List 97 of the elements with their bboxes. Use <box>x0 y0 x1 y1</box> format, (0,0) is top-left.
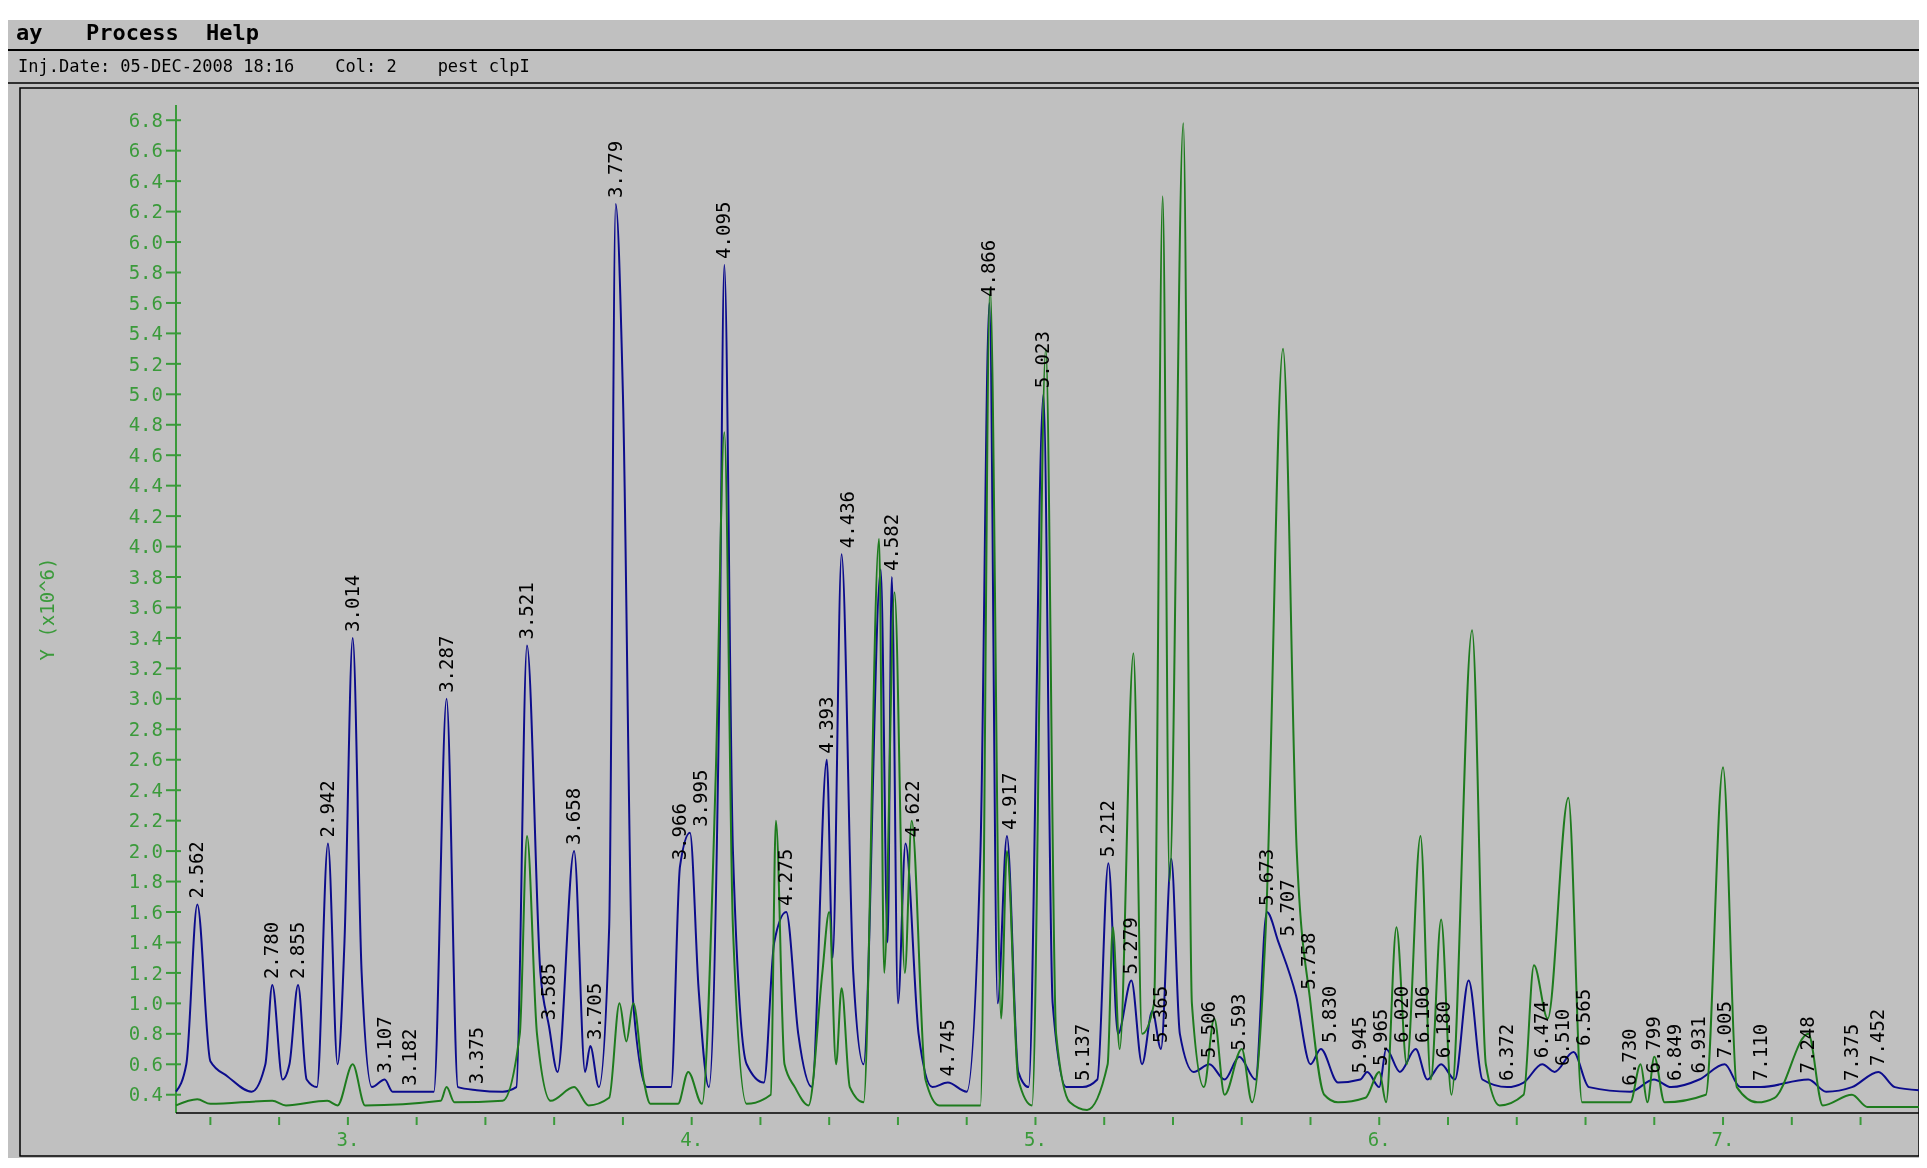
annotation: 3.585 <box>537 963 560 1021</box>
annotation: 6.474 <box>1530 1001 1553 1059</box>
annotation: 4.095 <box>712 201 735 259</box>
annotation: 7.248 <box>1796 1016 1819 1074</box>
annotation: 6.849 <box>1662 1023 1685 1082</box>
annotation: 6.020 <box>1390 985 1413 1044</box>
text: Help <box>206 20 259 45</box>
annotation: 4.275 <box>774 848 797 907</box>
y-tick-label: 2.6 <box>128 748 163 771</box>
y-tick-label: 1.2 <box>128 961 163 984</box>
y-axis-title: Y (x10^6) <box>36 557 58 661</box>
annotation: 7.375 <box>1839 1023 1862 1082</box>
annotation: 6.799 <box>1641 1016 1664 1074</box>
annotation: 3.107 <box>372 1016 395 1074</box>
annotation: 7.110 <box>1748 1023 1771 1082</box>
annotation: 4.745 <box>935 1019 958 1077</box>
x-tick-label: 5. <box>1024 1128 1047 1151</box>
annotation: 7.452 <box>1866 1008 1889 1066</box>
text: ay <box>16 20 43 45</box>
annotation: 3.658 <box>562 787 585 846</box>
y-tick-label: 2.0 <box>128 839 163 862</box>
y-tick-label: 5.4 <box>128 322 163 345</box>
y-tick-label: 1.4 <box>128 931 163 954</box>
annotation: 6.565 <box>1572 988 1595 1047</box>
annotation: 3.014 <box>340 574 363 632</box>
annotation: 4.866 <box>977 239 1000 297</box>
annotation: 4.393 <box>814 696 837 754</box>
y-tick-label: 1.6 <box>128 900 163 923</box>
y-tick-label: 0.8 <box>128 1022 163 1045</box>
y-tick-label: 3.0 <box>128 687 163 710</box>
annotation: 6.931 <box>1687 1016 1710 1074</box>
annotation: 5.673 <box>1254 848 1277 907</box>
annotation: 6.372 <box>1495 1023 1518 1082</box>
annotation: 4.917 <box>998 772 1021 830</box>
y-tick-label: 2.8 <box>128 717 163 740</box>
annotation: 4.436 <box>835 490 858 549</box>
y-tick-label: 2.2 <box>128 809 163 832</box>
y-tick-label: 4.2 <box>128 504 163 527</box>
annotation: 6.510 <box>1551 1008 1574 1066</box>
y-tick-label: 6.6 <box>128 139 163 162</box>
annotation: 2.562 <box>185 841 208 899</box>
y-tick-label: 3.8 <box>128 565 163 588</box>
y-tick-label: 0.6 <box>128 1052 163 1075</box>
annotation: 5.965 <box>1369 1008 1392 1066</box>
annotation: 3.521 <box>515 582 538 640</box>
y-tick-label: 6.4 <box>128 169 163 192</box>
y-tick-label: 3.6 <box>128 596 163 619</box>
y-tick-label: 6.0 <box>128 230 163 253</box>
chart-subtitle: Inj.Date: 05-DEC-2008 18:16 Col: 2 pest clpI <box>18 56 530 76</box>
y-tick-label: 5.2 <box>128 352 163 375</box>
annotation: 6.106 <box>1411 985 1434 1044</box>
annotation: 5.212 <box>1096 800 1119 858</box>
annotation: 6.180 <box>1432 1001 1455 1059</box>
annotation: 5.707 <box>1275 879 1298 937</box>
annotation: 3.375 <box>464 1026 487 1085</box>
annotation: 3.287 <box>434 635 457 693</box>
annotation: 3.779 <box>604 140 627 198</box>
y-tick-label: 2.4 <box>128 778 163 801</box>
annotation: 4.622 <box>900 780 923 838</box>
annotation: 3.966 <box>667 803 690 861</box>
annotation: 5.830 <box>1317 985 1340 1044</box>
y-tick-label: 6.2 <box>128 200 163 223</box>
y-tick-label: 6.8 <box>128 108 163 131</box>
annotation: 2.780 <box>260 921 283 980</box>
annotation: 3.182 <box>398 1028 421 1086</box>
annotation: 6.730 <box>1618 1028 1641 1086</box>
annotation: 5.365 <box>1148 985 1171 1044</box>
y-tick-label: 5.6 <box>128 291 163 314</box>
x-tick-label: 7. <box>1711 1128 1735 1151</box>
annotation: 4.582 <box>879 513 902 572</box>
y-tick-label: 3.2 <box>128 657 163 680</box>
annotation: 5.945 <box>1348 1016 1371 1074</box>
annotation: 2.942 <box>315 780 338 838</box>
y-tick-label: 4.4 <box>128 474 163 497</box>
annotation: 3.995 <box>688 769 711 827</box>
y-tick-label: 5.8 <box>128 261 163 284</box>
y-tick-label: 1.0 <box>128 992 163 1015</box>
annotation: 3.705 <box>583 982 606 1040</box>
y-tick-label: 4.8 <box>128 413 163 436</box>
annotation: 5.023 <box>1031 331 1054 389</box>
y-tick-label: 4.6 <box>128 443 163 466</box>
annotation: 2.855 <box>286 921 309 980</box>
y-tick-label: 0.4 <box>128 1083 163 1106</box>
text: Process <box>86 20 179 45</box>
x-tick-label: 3. <box>336 1128 360 1151</box>
annotation: 7.005 <box>1712 1001 1735 1059</box>
y-tick-label: 3.4 <box>128 626 163 649</box>
y-tick-label: 4.0 <box>128 535 163 558</box>
y-tick-label: 5.0 <box>128 382 163 405</box>
annotation: 5.506 <box>1197 1001 1220 1059</box>
annotation: 5.137 <box>1070 1023 1093 1082</box>
y-tick-label: 1.8 <box>128 870 163 893</box>
annotation: 5.758 <box>1296 932 1319 990</box>
annotation: 5.279 <box>1119 917 1142 975</box>
annotation: 5.593 <box>1227 993 1250 1051</box>
x-tick-label: 6. <box>1367 1128 1391 1151</box>
x-tick-label: 4. <box>680 1128 704 1151</box>
